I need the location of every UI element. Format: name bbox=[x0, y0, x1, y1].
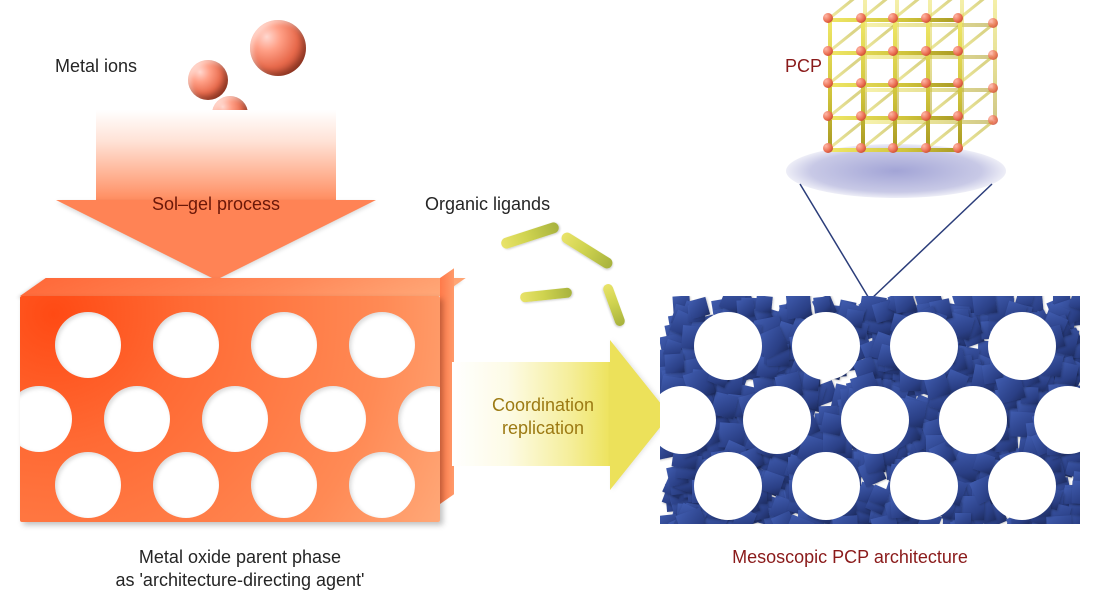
mosaic-pore bbox=[792, 452, 860, 520]
slab-pore bbox=[55, 452, 121, 518]
lattice-node bbox=[856, 46, 866, 56]
lattice-node bbox=[953, 143, 963, 153]
mosaic-pore bbox=[841, 386, 909, 454]
lattice-node bbox=[856, 13, 866, 23]
mosaic-tile bbox=[813, 296, 831, 313]
caption-parent-phase-l2: as 'architecture-directing agent' bbox=[115, 570, 364, 590]
slab-pore bbox=[251, 312, 317, 378]
slab-pore bbox=[202, 386, 268, 452]
lattice-node bbox=[921, 111, 931, 121]
slab-pore bbox=[398, 386, 440, 452]
slab-pore bbox=[153, 452, 219, 518]
sol-gel-arrow-stem bbox=[96, 110, 336, 200]
slab-pore bbox=[251, 452, 317, 518]
lattice-node bbox=[856, 111, 866, 121]
lattice-node bbox=[856, 78, 866, 88]
caption-parent-phase: Metal oxide parent phase as 'architectur… bbox=[60, 546, 420, 593]
lattice-node bbox=[823, 46, 833, 56]
pcp-lattice-cube bbox=[828, 18, 1018, 188]
mosaic-pore bbox=[694, 452, 762, 520]
slab-pore bbox=[55, 312, 121, 378]
label-pcp: PCP bbox=[785, 56, 822, 77]
mosaic-tile bbox=[971, 296, 997, 316]
label-coordination-replication: Coordination replication bbox=[468, 394, 618, 439]
slab-pore bbox=[300, 386, 366, 452]
organic-ligand-rod bbox=[520, 287, 573, 302]
lattice-node bbox=[823, 78, 833, 88]
slab-top-face bbox=[20, 278, 466, 296]
lattice-node bbox=[888, 143, 898, 153]
organic-ligand-rod bbox=[500, 221, 560, 250]
mosaic-pore bbox=[694, 312, 762, 380]
slab-pore bbox=[349, 312, 415, 378]
mosaic-pore bbox=[988, 312, 1056, 380]
caption-parent-phase-l1: Metal oxide parent phase bbox=[139, 547, 341, 567]
slab-pore bbox=[349, 452, 415, 518]
lattice-node bbox=[921, 78, 931, 88]
mosaic-tile bbox=[820, 412, 843, 435]
lattice-node bbox=[823, 143, 833, 153]
slab-pore bbox=[104, 386, 170, 452]
mosaic-tile bbox=[664, 353, 684, 373]
lattice-node bbox=[888, 46, 898, 56]
diagram-root: Metal ions Sol–gel process Metal oxide p… bbox=[0, 0, 1106, 615]
lattice-node bbox=[888, 78, 898, 88]
mosaic-tile bbox=[755, 296, 773, 313]
metal-ion-sphere bbox=[188, 60, 228, 100]
lattice-node bbox=[953, 78, 963, 88]
lattice-node bbox=[953, 111, 963, 121]
label-metal-ions: Metal ions bbox=[55, 56, 137, 77]
lattice-node bbox=[888, 111, 898, 121]
mosaic-pore bbox=[988, 452, 1056, 520]
mosaic-pore bbox=[890, 452, 958, 520]
lattice-node bbox=[921, 143, 931, 153]
slab-pore bbox=[20, 386, 72, 452]
lattice-node bbox=[921, 46, 931, 56]
organic-ligand-rod bbox=[559, 230, 614, 270]
lattice-node bbox=[953, 13, 963, 23]
mosaic-tile bbox=[864, 451, 885, 472]
metal-ion-sphere bbox=[250, 20, 306, 76]
caption-mesoscopic: Mesoscopic PCP architecture bbox=[670, 546, 1030, 569]
organic-ligand-rod bbox=[602, 283, 626, 328]
lattice-node bbox=[823, 111, 833, 121]
mosaic-pore bbox=[890, 312, 958, 380]
slab-pore bbox=[153, 312, 219, 378]
lattice-node bbox=[953, 46, 963, 56]
lattice-node bbox=[921, 13, 931, 23]
slab-front-face bbox=[20, 296, 440, 522]
mosaic-pore bbox=[743, 386, 811, 454]
label-coord-l1: Coordination bbox=[492, 395, 594, 415]
mosaic-tile bbox=[955, 513, 971, 524]
lattice-node bbox=[856, 143, 866, 153]
mosaic-pore bbox=[939, 386, 1007, 454]
mosaic-tile bbox=[1071, 480, 1080, 504]
lattice-node bbox=[823, 13, 833, 23]
mosaic-pore bbox=[792, 312, 860, 380]
label-coord-l2: replication bbox=[502, 418, 584, 438]
lattice-node bbox=[888, 13, 898, 23]
label-organic-ligands: Organic ligands bbox=[425, 194, 550, 215]
mesoscopic-mosaic-slab bbox=[660, 296, 1080, 524]
label-sol-gel: Sol–gel process bbox=[96, 194, 336, 215]
